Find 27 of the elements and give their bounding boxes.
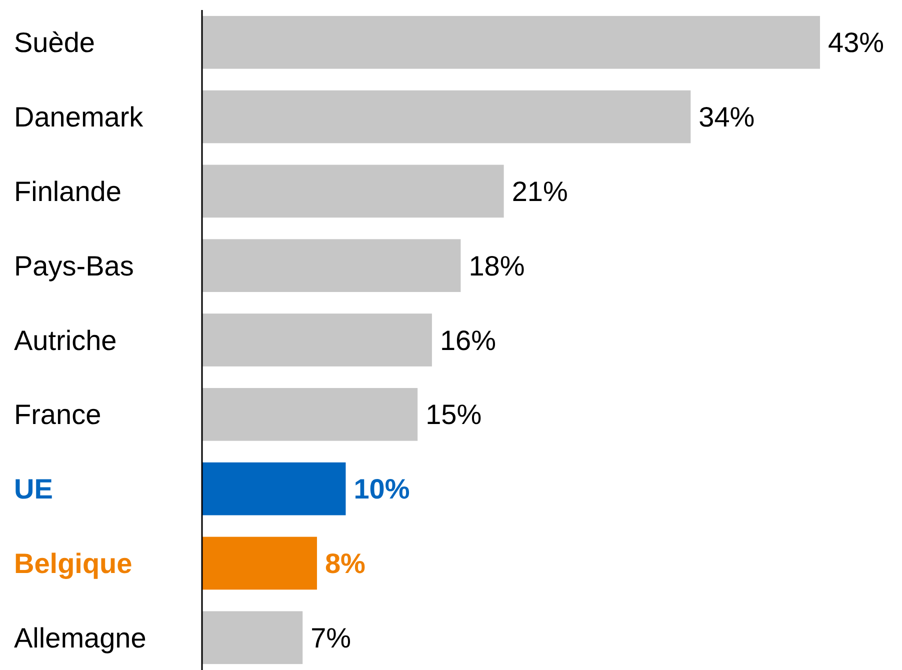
data-label: 43% [828, 27, 884, 58]
data-label: 8% [324, 548, 366, 580]
y-tick-label: Finlande [14, 176, 122, 207]
data-label: 34% [698, 102, 755, 133]
y-tick-label: France [14, 399, 102, 430]
bar [202, 314, 432, 366]
data-label: 10% [354, 474, 410, 505]
y-tick-label: Danemark [14, 102, 144, 133]
bar [202, 462, 346, 516]
bar [202, 16, 820, 69]
data-label: 7% [310, 622, 352, 654]
bar [202, 388, 418, 441]
y-tick-label: Suède [14, 27, 95, 58]
y-tick-label: UE [14, 474, 53, 505]
bar [202, 536, 317, 590]
y-tick-label: Belgique [14, 548, 132, 580]
data-label: 18% [468, 250, 525, 282]
y-tick-label: Autriche [14, 324, 117, 356]
data-label: 21% [512, 176, 568, 207]
bar [202, 164, 504, 218]
bar [202, 90, 691, 144]
y-tick-label: Allemagne [14, 622, 146, 654]
data-label: 16% [440, 324, 496, 356]
bar [202, 611, 303, 664]
y-tick-label: Pays-Bas [14, 250, 134, 282]
bar [202, 239, 461, 292]
data-label: 15% [426, 399, 482, 430]
